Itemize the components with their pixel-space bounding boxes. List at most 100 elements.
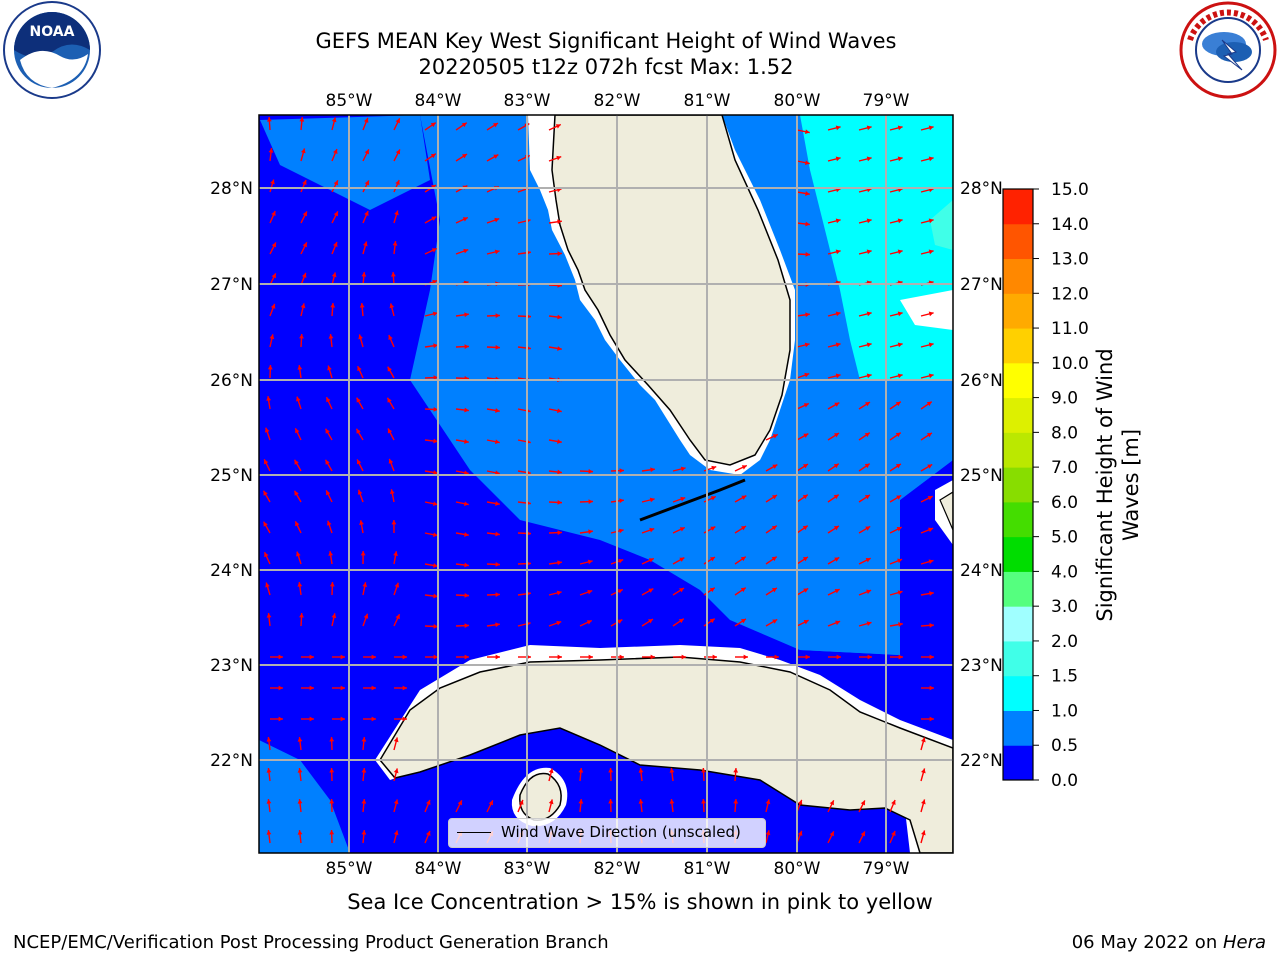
wave-arrow bbox=[361, 736, 367, 751]
wave-arrow bbox=[579, 589, 593, 596]
wave-arrow bbox=[672, 526, 686, 534]
wave-arrow bbox=[796, 252, 811, 257]
wave-arrow bbox=[889, 249, 903, 255]
wave-arrow bbox=[387, 366, 395, 379]
lat-label-left: 22°N bbox=[210, 751, 253, 771]
wave-arrow bbox=[331, 117, 337, 131]
colorbar-segment bbox=[1003, 189, 1033, 225]
wave-arrow bbox=[486, 501, 500, 506]
wave-arrow bbox=[889, 125, 903, 131]
map-area bbox=[259, 115, 953, 853]
wave-arrow bbox=[734, 464, 748, 472]
wave-arrow bbox=[269, 210, 276, 224]
wave-arrow bbox=[392, 241, 398, 255]
wave-arrow bbox=[548, 469, 562, 475]
wave-arrow bbox=[765, 433, 779, 441]
wave-arrow bbox=[424, 375, 439, 381]
lon-label-bottom: 85°W bbox=[326, 859, 373, 879]
wave-arrow bbox=[266, 737, 272, 751]
wave-arrow bbox=[827, 463, 840, 472]
wave-arrow bbox=[300, 148, 306, 162]
wave-arrow bbox=[390, 271, 396, 286]
wave-arrow bbox=[796, 342, 810, 348]
lat-label-left: 27°N bbox=[210, 275, 253, 295]
wave-arrow bbox=[486, 439, 500, 445]
wave-arrow bbox=[858, 494, 871, 503]
wave-arrow bbox=[269, 334, 275, 348]
wave-arrow bbox=[266, 396, 272, 410]
wave-arrow bbox=[359, 302, 365, 317]
wave-arrow bbox=[424, 438, 438, 444]
wave-arrow bbox=[294, 520, 302, 534]
colorbar-tick-label: 12.0 bbox=[1051, 284, 1089, 304]
wave-arrow bbox=[548, 251, 563, 257]
wave-arrow bbox=[265, 582, 271, 596]
lat-label-right: 27°N bbox=[960, 275, 1003, 295]
wave-arrow bbox=[701, 767, 706, 782]
wave-arrow bbox=[296, 551, 302, 565]
wave-arrow bbox=[920, 527, 934, 534]
wave-arrow bbox=[424, 343, 438, 349]
wave-arrow bbox=[858, 525, 871, 534]
colorbar-tick-label: 13.0 bbox=[1051, 250, 1089, 270]
wave-arrow bbox=[796, 433, 809, 441]
wave-arrow bbox=[301, 685, 314, 691]
wave-arrow bbox=[455, 407, 469, 413]
wave-arrow bbox=[889, 558, 903, 565]
wave-arrow bbox=[324, 459, 333, 472]
lon-label-top: 83°W bbox=[504, 91, 551, 111]
wave-arrow bbox=[889, 156, 903, 162]
wave-arrow bbox=[796, 160, 810, 166]
wave-arrow bbox=[889, 342, 903, 348]
wave-arrow bbox=[858, 249, 872, 255]
wave-arrow bbox=[455, 344, 470, 350]
wave-arrow bbox=[455, 439, 469, 444]
colorbar-segment bbox=[1003, 501, 1033, 538]
wave-arrow bbox=[486, 408, 500, 413]
wave-arrow bbox=[388, 458, 395, 472]
noaa-logo: NOAA bbox=[3, 1, 101, 99]
wave-arrow bbox=[641, 557, 655, 565]
wave-arrow bbox=[672, 496, 686, 503]
wave-arrow bbox=[672, 618, 685, 627]
wave-arrow bbox=[424, 216, 437, 224]
wave-arrow bbox=[329, 736, 335, 751]
wave-arrow bbox=[735, 654, 748, 660]
wave-arrow bbox=[548, 560, 562, 566]
wave-arrow bbox=[701, 798, 706, 813]
wave-arrow bbox=[424, 470, 438, 475]
wave-arrow bbox=[858, 311, 872, 317]
wave-arrow bbox=[889, 373, 903, 379]
wave-arrow bbox=[889, 463, 902, 472]
wave-arrow bbox=[424, 624, 439, 629]
wave-arrow bbox=[673, 654, 686, 660]
wave-arrow bbox=[455, 470, 469, 476]
wave-arrow bbox=[263, 551, 271, 565]
colorbar-segment bbox=[1003, 258, 1033, 294]
wave-arrow bbox=[672, 466, 686, 472]
wave-arrow bbox=[734, 495, 747, 503]
wave-arrow bbox=[455, 312, 469, 318]
wave-arrow bbox=[827, 588, 840, 596]
wave-arrow bbox=[765, 618, 778, 627]
lat-label-left: 23°N bbox=[210, 656, 253, 676]
colorbar-tick-label: 10.0 bbox=[1051, 354, 1089, 374]
wave-arrow bbox=[389, 303, 395, 317]
wave-arrow bbox=[734, 525, 747, 534]
wave-arrow bbox=[827, 800, 835, 813]
wave-arrow bbox=[578, 767, 584, 782]
colorbar-tick-label: 1.5 bbox=[1051, 667, 1078, 687]
wave-arrow bbox=[579, 559, 593, 565]
wave-arrow bbox=[362, 613, 369, 627]
lat-label-left: 26°N bbox=[210, 371, 253, 391]
wave-arrow bbox=[424, 799, 431, 813]
wave-arrow bbox=[361, 767, 367, 782]
wave-arrow bbox=[765, 525, 778, 534]
wave-arrow bbox=[920, 622, 935, 628]
wave-arrow bbox=[796, 587, 809, 596]
wave-arrow bbox=[363, 685, 376, 691]
wave-arrow bbox=[669, 799, 675, 813]
wave-arrow bbox=[455, 501, 469, 507]
wave-arrow bbox=[827, 311, 841, 317]
